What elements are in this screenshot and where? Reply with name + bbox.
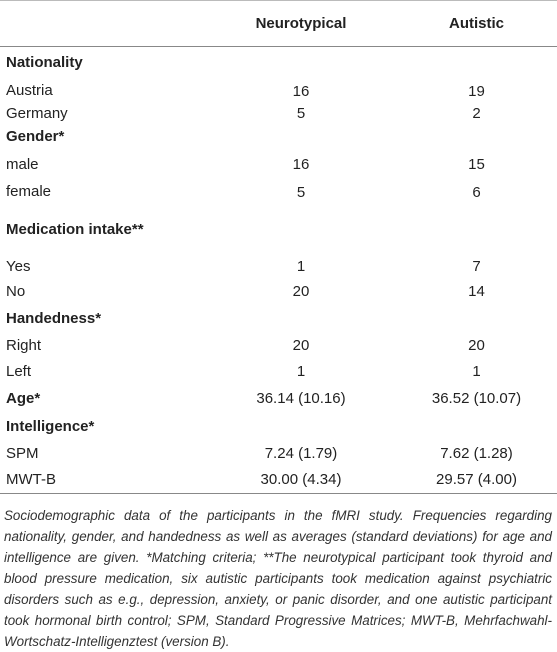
table-row: Nationality [0, 47, 557, 80]
row-label: Yes [6, 257, 31, 275]
value-cell: 7.24 (1.79) [264, 445, 338, 462]
value-cell: 5 [296, 183, 306, 201]
value-cell: 16 [292, 82, 310, 100]
value-cell: 30.00 (4.34) [260, 471, 342, 489]
table-row: Germany 5 2 [0, 103, 557, 125]
value-cell: 36.14 (10.16) [256, 390, 346, 407]
row-label: Right [6, 336, 42, 354]
value-cell: 20 [468, 337, 485, 354]
header-row: Neurotypical Autistic [0, 0, 557, 47]
corner-cell [0, 1, 206, 47]
row-heading: Gender* [6, 128, 65, 145]
value-cell: 29.57 (4.00) [436, 471, 517, 489]
table-row: Left 1 1 [0, 359, 557, 385]
value-cell [396, 305, 557, 333]
value-cell [396, 413, 557, 441]
value-cell [206, 125, 396, 150]
table-row: Right 20 20 [0, 333, 557, 359]
value-cell [206, 47, 396, 80]
row-label: MWT-B [6, 470, 56, 488]
table-row: No 20 14 [0, 279, 557, 305]
column-header: Neurotypical [255, 15, 347, 32]
table-row: Yes 1 7 [0, 255, 557, 279]
value-cell: 1 [296, 258, 306, 275]
table-row: male 16 15 [0, 150, 557, 180]
row-label: No [6, 282, 26, 300]
row-heading: Handedness* [6, 309, 102, 327]
row-heading: Nationality [6, 54, 83, 72]
value-cell [396, 125, 557, 150]
value-cell: 19 [468, 82, 485, 100]
table-row: female 5 6 [0, 180, 557, 205]
table-header: Neurotypical Autistic [0, 0, 557, 47]
row-heading: Intelligence* [6, 417, 95, 435]
row-heading: Medication intake** [6, 220, 144, 238]
value-cell: 2 [472, 105, 481, 122]
value-cell [396, 205, 557, 255]
row-label: Austria [6, 82, 53, 99]
value-cell: 6 [472, 183, 481, 201]
value-cell [396, 47, 557, 80]
column-header: Autistic [448, 15, 504, 32]
value-cell: 15 [468, 156, 485, 173]
table-row: Handedness* [0, 305, 557, 333]
table-body: Nationality Austria 16 19 Germany 5 2 Gender* ma… [0, 47, 557, 494]
table-row: Intelligence* [0, 413, 557, 441]
value-cell: 20 [292, 337, 310, 354]
value-cell: 1 [472, 363, 481, 380]
row-heading: Age* [6, 389, 41, 407]
table-row: Medication intake** [0, 205, 557, 255]
row-label: SPM [6, 444, 39, 462]
row-label: male [6, 155, 39, 173]
value-cell: 14 [468, 283, 485, 300]
value-cell: 16 [292, 156, 310, 173]
table-row: Austria 16 19 [0, 80, 557, 103]
table-row: SPM 7.24 (1.79) 7.62 (1.28) [0, 441, 557, 467]
value-cell: 5 [296, 105, 306, 122]
table-row: MWT-B 30.00 (4.34) 29.57 (4.00) [0, 467, 557, 494]
row-label: female [6, 183, 52, 200]
data-table: Neurotypical Autistic Nationality Austria… [0, 0, 557, 494]
row-label: Germany [6, 104, 68, 122]
value-cell [206, 205, 396, 255]
table-caption: Sociodemographic data of the participant… [4, 508, 552, 649]
table-row: Gender* [0, 125, 557, 150]
table-row: Age* 36.14 (10.16) 36.52 (10.07) [0, 385, 557, 413]
row-label: Left [6, 362, 32, 380]
value-cell: 20 [292, 283, 310, 300]
value-cell [206, 413, 396, 441]
value-cell: 36.52 (10.07) [431, 390, 522, 407]
value-cell [206, 305, 396, 333]
value-cell: 7 [472, 258, 481, 275]
value-cell: 7.62 (1.28) [440, 445, 513, 462]
value-cell: 1 [296, 363, 306, 380]
